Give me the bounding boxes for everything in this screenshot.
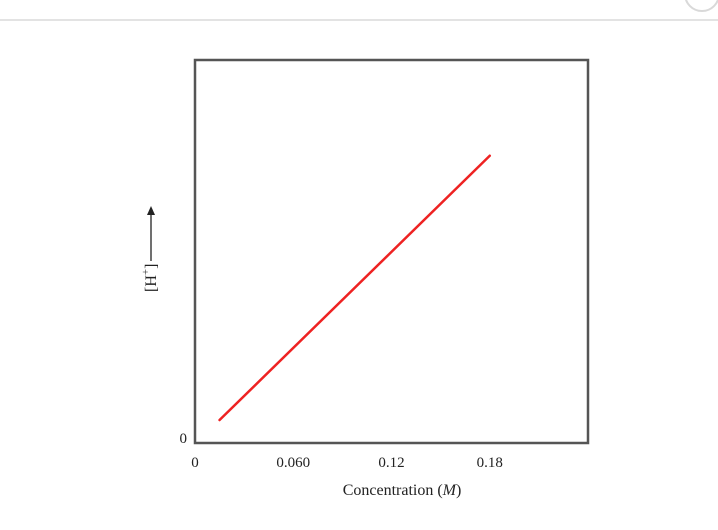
y-tick-labels: 0 [180,431,188,447]
y-axis-label-group: [H+] [140,206,160,292]
x-tick-label: 0 [191,455,199,471]
plot-frame [193,58,590,445]
top-divider [0,19,718,21]
x-axis-label: Concentration (M) [343,482,462,499]
y-axis-label: [H+] [140,264,160,292]
series-layer [218,154,491,422]
y-tick-label: 0 [180,431,188,447]
y-axis-arrow-icon [147,206,155,215]
series-line [218,154,491,422]
x-tick-label: 0.12 [378,455,404,471]
x-tick-label: 0.060 [276,455,310,471]
x-tick-label: 0.18 [477,455,503,471]
x-tick-labels: 0 0.060 0.12 0.18 [191,455,503,471]
